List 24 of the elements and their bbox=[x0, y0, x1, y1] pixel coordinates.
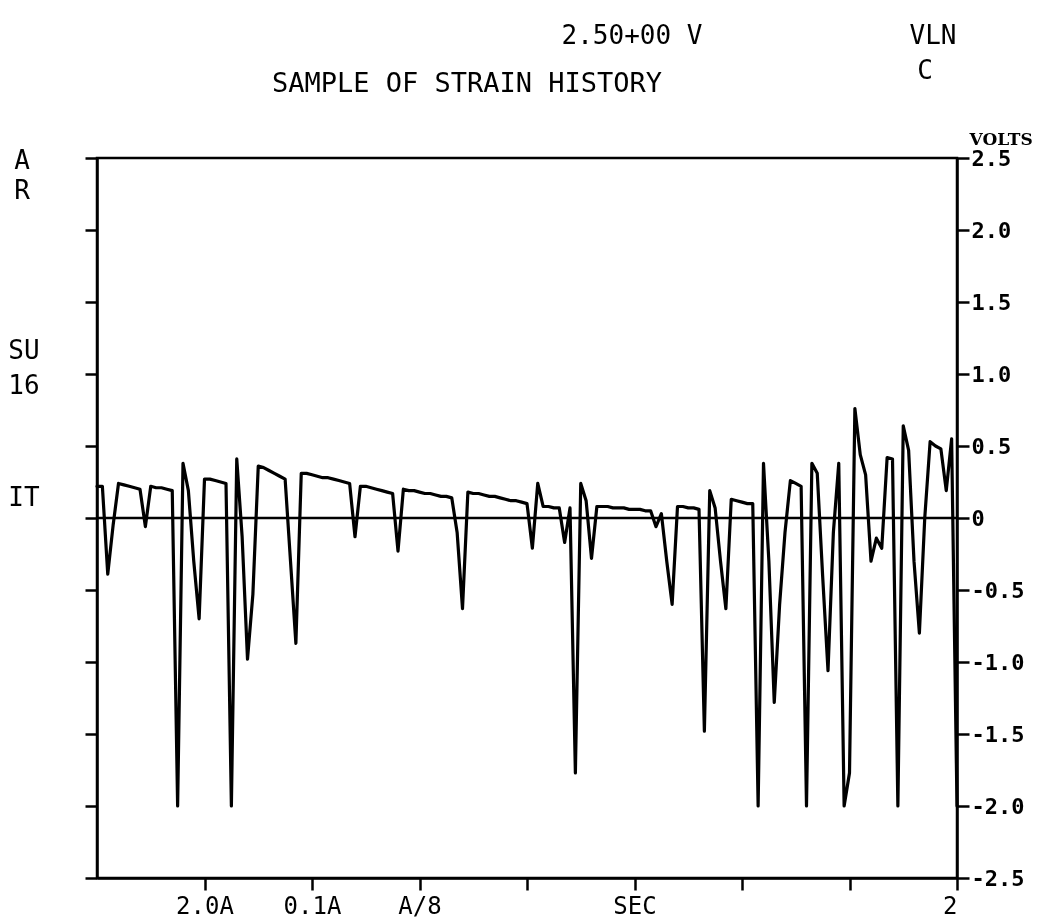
y-tick-label: 1.5 bbox=[971, 289, 1012, 315]
x-tick-label: 2.0A bbox=[176, 891, 235, 919]
y-tick-label: 2.0 bbox=[971, 217, 1012, 243]
text: A bbox=[14, 145, 30, 175]
text: SU bbox=[8, 335, 40, 365]
y-tick-label: -1.0 bbox=[971, 649, 1025, 675]
y-tick-label: -2.0 bbox=[971, 793, 1025, 819]
x-tick-label: SEC bbox=[613, 891, 657, 919]
y-tick-label: 1.0 bbox=[971, 361, 1012, 387]
text: C bbox=[917, 55, 933, 85]
x-tick-label: 0.1A bbox=[283, 891, 342, 919]
text: 16 bbox=[8, 370, 40, 400]
y-tick-label: -0.5 bbox=[971, 577, 1025, 603]
y-tick-label: 0.5 bbox=[971, 433, 1012, 459]
x-tick-label: A/8 bbox=[398, 891, 442, 919]
text: IT bbox=[8, 482, 40, 512]
chart-title: SAMPLE OF STRAIN HISTORY bbox=[271, 67, 663, 98]
text: VLN bbox=[909, 20, 957, 50]
text: R bbox=[14, 175, 30, 205]
text: 2.50+00 V bbox=[561, 20, 703, 50]
x-tick-label: 2 bbox=[943, 891, 958, 919]
y-tick-label: -1.5 bbox=[971, 721, 1025, 747]
y-tick-label: 0 bbox=[971, 505, 985, 531]
y-tick-label: -2.5 bbox=[971, 865, 1025, 891]
